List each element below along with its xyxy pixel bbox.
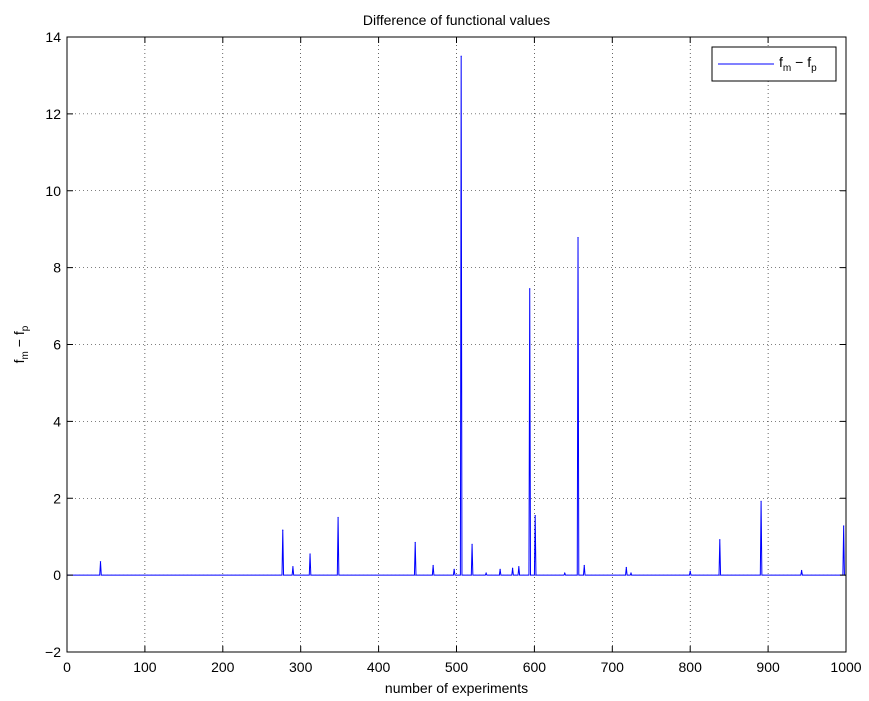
spike-point	[453, 568, 455, 570]
x-tick-label: 400	[367, 659, 391, 675]
chart-title: Difference of functional values	[363, 12, 550, 28]
spike-point	[760, 500, 762, 502]
y-tick-label: −2	[45, 644, 61, 660]
spike-point	[282, 529, 284, 531]
spike-point	[485, 572, 487, 574]
spike-point	[337, 516, 339, 519]
spike-point	[471, 543, 473, 545]
spike-point	[518, 566, 520, 568]
x-tick-label: 500	[445, 659, 469, 675]
legend-minus: −	[791, 54, 807, 70]
legend-sub-2: p	[811, 63, 817, 74]
series-layer	[67, 55, 846, 576]
spike-point	[564, 572, 566, 574]
spike-point	[292, 566, 294, 568]
y-label-sub-1: m	[20, 351, 31, 359]
x-tick-label: 600	[523, 659, 547, 675]
legend-base-2: f	[807, 54, 811, 70]
y-tick-label: 8	[53, 260, 61, 276]
y-axis-label: fm − fp	[11, 325, 31, 363]
x-tick-label: 900	[756, 659, 780, 675]
y-tick-label: 12	[45, 106, 61, 122]
spike-point	[534, 514, 536, 517]
spike-point	[499, 568, 501, 570]
y-tick-label: 6	[53, 337, 61, 353]
x-tick-label: 700	[601, 659, 625, 675]
spike-point	[630, 572, 632, 574]
x-tick-label: 0	[63, 659, 71, 675]
y-label-sub-2: p	[20, 325, 31, 331]
series-line-0	[67, 56, 846, 576]
spike-point	[414, 541, 416, 544]
spike-point	[719, 539, 721, 541]
legend-entry: fm − fp	[779, 54, 817, 74]
spike-point	[460, 55, 462, 57]
spike-point	[529, 288, 531, 290]
spike-point	[689, 570, 691, 572]
legend-base-1: f	[779, 54, 783, 70]
y-label-base-1: f	[11, 359, 27, 363]
y-tick-label: 10	[45, 183, 61, 199]
x-tick-label: 200	[211, 659, 235, 675]
x-tick-label: 300	[289, 659, 313, 675]
spike-point	[511, 567, 514, 569]
legend-sub-1: m	[783, 63, 791, 74]
legend: fm − fp	[711, 46, 837, 82]
y-tick-label: 14	[45, 29, 61, 45]
grid	[67, 37, 846, 652]
y-tick-label: 0	[53, 567, 61, 583]
spike-point	[583, 564, 585, 567]
spike-point	[843, 525, 845, 527]
x-tick-label: 800	[679, 659, 703, 675]
x-tick-label: 1000	[830, 659, 861, 675]
spike-point	[309, 553, 311, 555]
y-tick-label: 2	[53, 490, 61, 506]
y-label-minus: −	[11, 335, 27, 351]
spike-point	[801, 569, 803, 572]
axis-ticks: 0 100 200 300 400 500 600 700 800 900 1000−2024681…	[45, 29, 862, 675]
spike-point	[625, 566, 627, 569]
y-label-base-2: f	[11, 331, 27, 335]
spike-point	[432, 564, 434, 567]
spike-point	[99, 561, 102, 563]
spike-point	[577, 237, 579, 239]
x-tick-label: 100	[133, 659, 157, 675]
x-axis-label: number of experiments	[385, 680, 528, 696]
y-tick-label: 4	[53, 413, 61, 429]
